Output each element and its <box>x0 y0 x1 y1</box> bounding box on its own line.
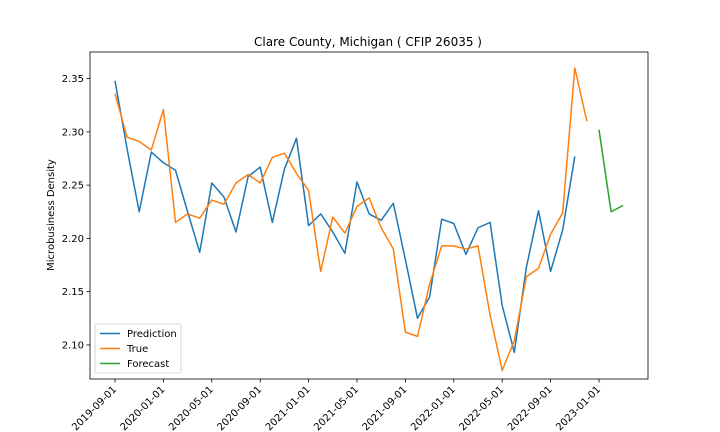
x-tick-label: 2022-05-01 <box>457 384 506 432</box>
y-axis-label: Microbusiness Density <box>46 159 57 271</box>
x-tick-label: 2021-05-01 <box>312 384 361 432</box>
x-tick-label: 2021-09-01 <box>361 384 410 432</box>
y-tick-label: 2.20 <box>62 234 84 245</box>
y-tick-label: 2.35 <box>62 74 84 85</box>
legend-frame <box>94 323 182 374</box>
x-tick-label: 2022-01-01 <box>409 384 458 432</box>
x-tick-label: 2020-05-01 <box>167 384 216 432</box>
x-tick-label: 2020-01-01 <box>119 384 168 432</box>
x-tick-label: 2022-09-01 <box>506 384 555 432</box>
series-line-forecast <box>598 129 624 213</box>
x-tick-label: 2023-01-01 <box>554 384 603 432</box>
plot-area <box>114 67 624 372</box>
series-line-true <box>114 67 588 372</box>
chart-title: Clare County, Michigan ( CFIP 26035 ) <box>254 35 482 49</box>
y-tick-label: 2.25 <box>62 181 84 192</box>
y-tick-label: 2.30 <box>62 127 84 138</box>
legend-label: Forecast <box>127 359 169 370</box>
plot-frame <box>89 51 649 380</box>
x-tick-label: 2021-01-01 <box>264 384 313 432</box>
x-tick-label: 2019-09-01 <box>70 384 119 432</box>
y-tick-label: 2.10 <box>62 340 84 351</box>
x-tick-label: 2020-09-01 <box>215 384 264 432</box>
y-tick-label: 2.15 <box>62 287 84 298</box>
legend: Prediction True Forecast <box>94 323 182 374</box>
legend-label: Prediction <box>127 329 177 340</box>
legend-label: True <box>126 344 148 355</box>
series-line-prediction <box>114 80 576 354</box>
